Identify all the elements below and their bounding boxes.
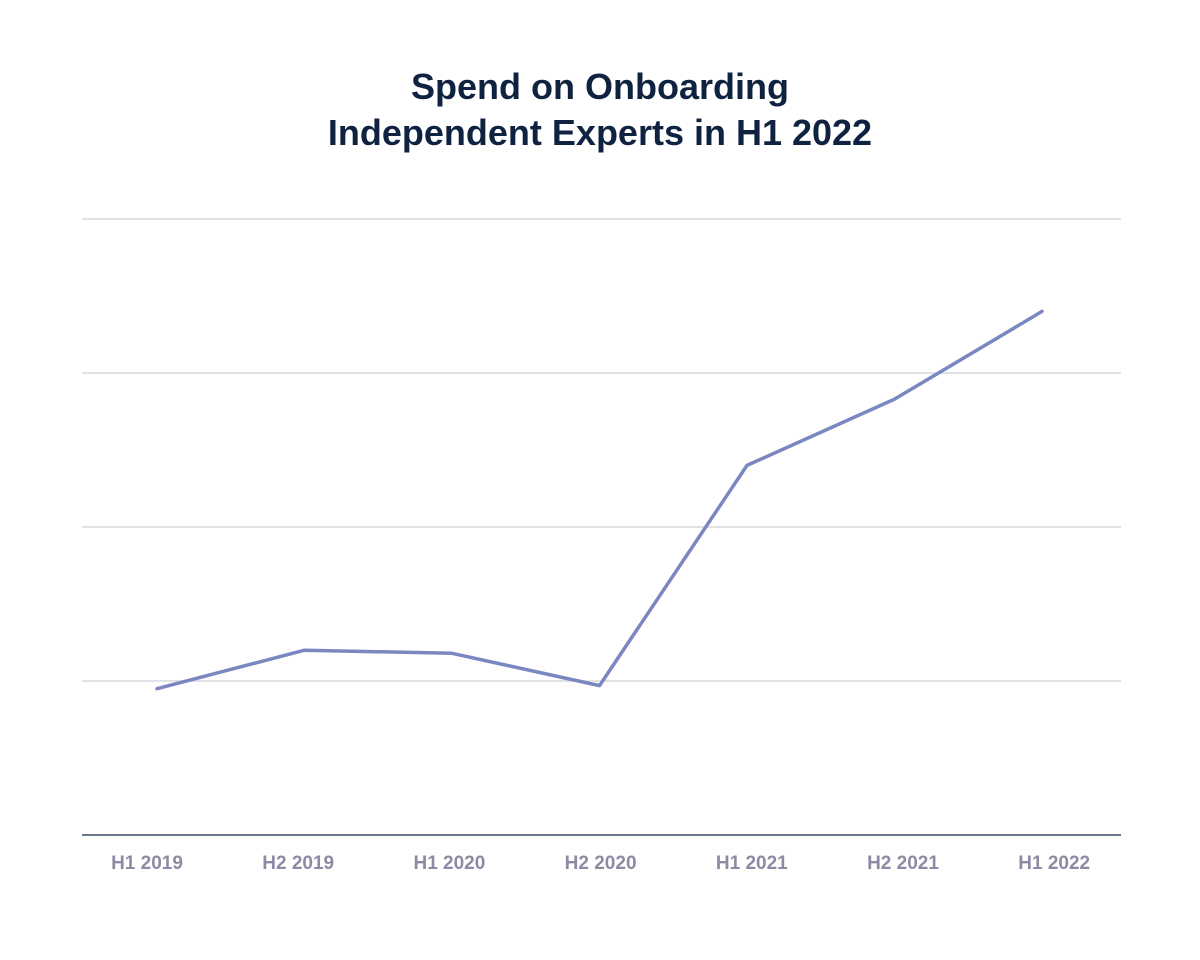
x-tick-label-1: H2 2019 [262,853,334,874]
series-layer [155,309,1044,691]
chart-title: Spend on Onboarding Independent Experts … [0,64,1200,156]
x-tick-label-0: H1 2019 [111,853,183,874]
x-tick-labels: H1 2019 H2 2019 H1 2020 H2 2020 H1 2021 H2 20… [111,853,1090,874]
x-tick-label-6: H1 2022 [1018,853,1090,874]
x-tick-label-2: H1 2020 [413,853,485,874]
gridlines [82,218,1121,682]
x-tick-label-3: H2 2020 [565,853,637,874]
x-tick-label-4: H1 2021 [716,853,788,874]
x-tick-label-5: H2 2021 [867,853,939,874]
chart-title-line-2: Independent Experts in H1 2022 [327,112,873,153]
chart-title-line-1: Spend on Onboarding [411,66,789,107]
series-line-0 [155,309,1044,691]
